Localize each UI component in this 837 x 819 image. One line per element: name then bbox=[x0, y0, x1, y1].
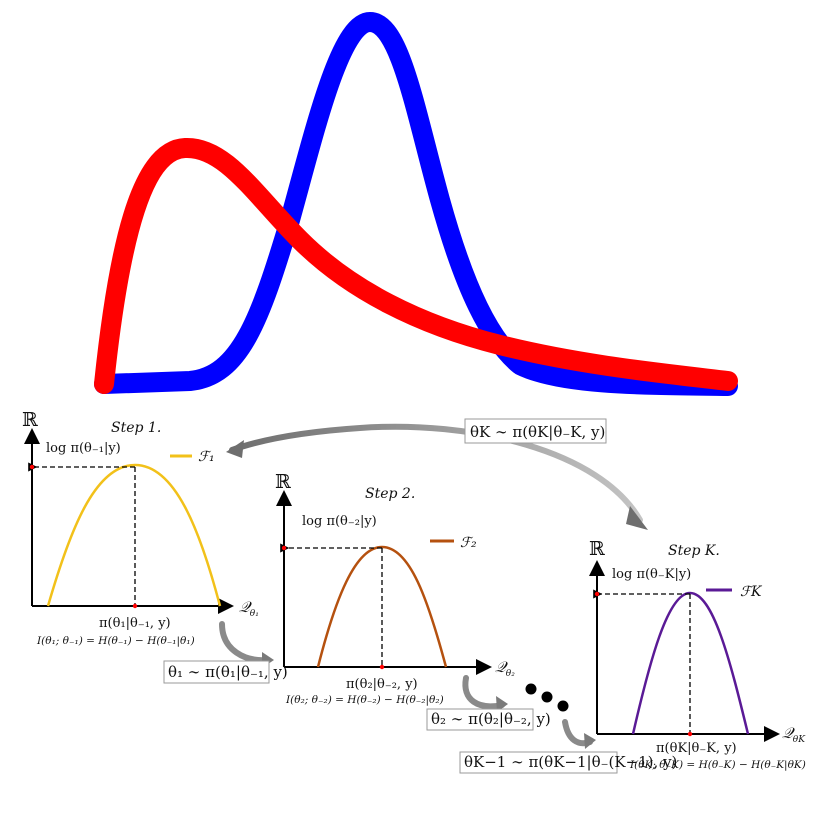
step-1-legend-label: ℱ₁ bbox=[198, 449, 215, 465]
step-2-to-k-arrowhead bbox=[496, 696, 508, 712]
step-k-argmax-marker bbox=[687, 731, 693, 737]
ellipsis-dot-1 bbox=[525, 683, 537, 695]
step-1-objective-curve bbox=[46, 463, 222, 607]
step-2-objective-curve bbox=[316, 545, 448, 668]
step-1-plot bbox=[24, 428, 234, 614]
ellipsis-dot-2 bbox=[541, 691, 553, 703]
loop-back-arrowhead bbox=[226, 440, 244, 458]
step-2-title: Step 2. bbox=[365, 486, 415, 502]
step-k-x-axis-label: 𝒬θK bbox=[782, 724, 806, 745]
step-1-to-2-arrow bbox=[219, 621, 271, 664]
red-distribution-curve bbox=[94, 138, 738, 394]
step-k-title: Step K. bbox=[668, 543, 720, 559]
step-2-sample-text: θ₂ ∼ π(θ₂|θ₋₂, y) bbox=[431, 710, 551, 728]
step-2-legend-label: ℱ₂ bbox=[460, 535, 477, 551]
step-2-y-axis-label: ℝ bbox=[275, 471, 291, 493]
intermediate-sample-text: θK−1 ∼ π(θK−1|θ₋(K−1), y) bbox=[464, 753, 677, 771]
step-1-sample-box bbox=[163, 660, 270, 684]
step-2-x-axis-label: 𝒬θ₂ bbox=[495, 658, 515, 679]
step-1-argmax-marker bbox=[132, 603, 138, 609]
step-2-to-k-arrow bbox=[462, 675, 505, 710]
step-k-argmax-label: π(θK|θ₋K, y) bbox=[656, 741, 737, 756]
step-1-title: Step 1. bbox=[111, 420, 161, 436]
intermediate-sample-box bbox=[459, 751, 618, 774]
loop-sample-text: θK ∼ π(θK|θ₋K, y) bbox=[470, 423, 605, 441]
step-k-objective-curve bbox=[631, 591, 750, 735]
loop-back-arrow bbox=[229, 423, 643, 523]
step-1-info-formula: I(θ₁; θ₋₁) = H(θ₋₁) − H(θ₋₁|θ₁) bbox=[36, 635, 195, 648]
to-step-k-arrowhead bbox=[584, 733, 596, 749]
blue-distribution-curve bbox=[94, 12, 738, 396]
step-k-peak-marker bbox=[594, 591, 600, 597]
step-2-info-formula: I(θ₂; θ₋₂) = H(θ₋₂) − H(θ₋₂|θ₂) bbox=[285, 694, 444, 707]
step-2-peak-label: log π(θ₋₂|y) bbox=[302, 514, 377, 529]
step-k-y-axis-label: ℝ bbox=[589, 538, 605, 560]
step-k-peak-label: log π(θ₋K|y) bbox=[612, 567, 691, 582]
step-k-legend-label: ℱK bbox=[740, 584, 763, 600]
loop-back-arrow-tail bbox=[626, 506, 648, 530]
step-1-sample-text: θ₁ ∼ π(θ₁|θ₋₁, y) bbox=[168, 663, 288, 681]
step-2-plot bbox=[276, 490, 492, 675]
step-1-argmax-label: π(θ₁|θ₋₁, y) bbox=[99, 616, 171, 631]
step-2-argmax-marker bbox=[379, 664, 385, 670]
step-2-argmax-label: π(θ₂|θ₋₂, y) bbox=[346, 677, 418, 692]
step-k-info-formula: I(θK; θ₋K) = H(θ₋K) − H(θ₋K|θK) bbox=[629, 759, 806, 772]
step-1-x-axis-label: 𝒬θ₁ bbox=[239, 598, 259, 619]
step-2-sample-box bbox=[426, 708, 534, 731]
step-1-peak-marker bbox=[29, 464, 35, 470]
step-1-peak-label: log π(θ₋₁|y) bbox=[46, 441, 121, 456]
step-2-peak-marker bbox=[281, 545, 287, 551]
ellipsis-dot-3 bbox=[557, 700, 569, 712]
loop-sample-box bbox=[464, 418, 607, 444]
step-k-plot bbox=[589, 560, 780, 742]
step-1-y-axis-label: ℝ bbox=[22, 409, 38, 431]
